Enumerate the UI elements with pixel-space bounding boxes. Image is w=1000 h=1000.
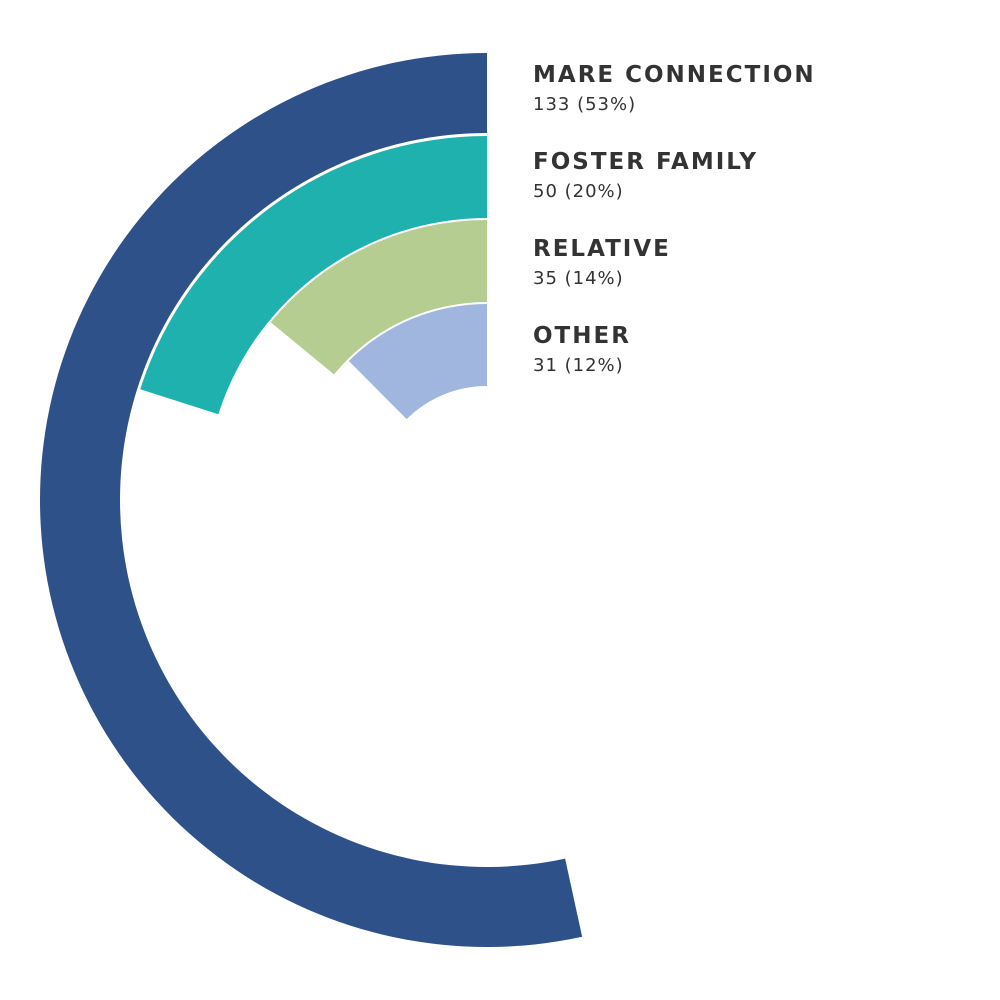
value-label: 35 (14%) — [533, 268, 624, 289]
value-label: 133 (53%) — [533, 94, 636, 115]
legend-label: OTHER — [533, 323, 631, 349]
value-label: 31 (12%) — [533, 355, 624, 376]
radial-bar — [39, 53, 583, 948]
legend-label: FOSTER FAMILY — [533, 149, 758, 175]
radial-bar — [140, 136, 487, 415]
radial-bar — [348, 304, 487, 420]
legend-label: RELATIVE — [533, 236, 671, 262]
radial-bar — [270, 220, 487, 375]
legend-label: MARE CONNECTION — [533, 62, 816, 88]
value-label: 50 (20%) — [533, 181, 624, 202]
